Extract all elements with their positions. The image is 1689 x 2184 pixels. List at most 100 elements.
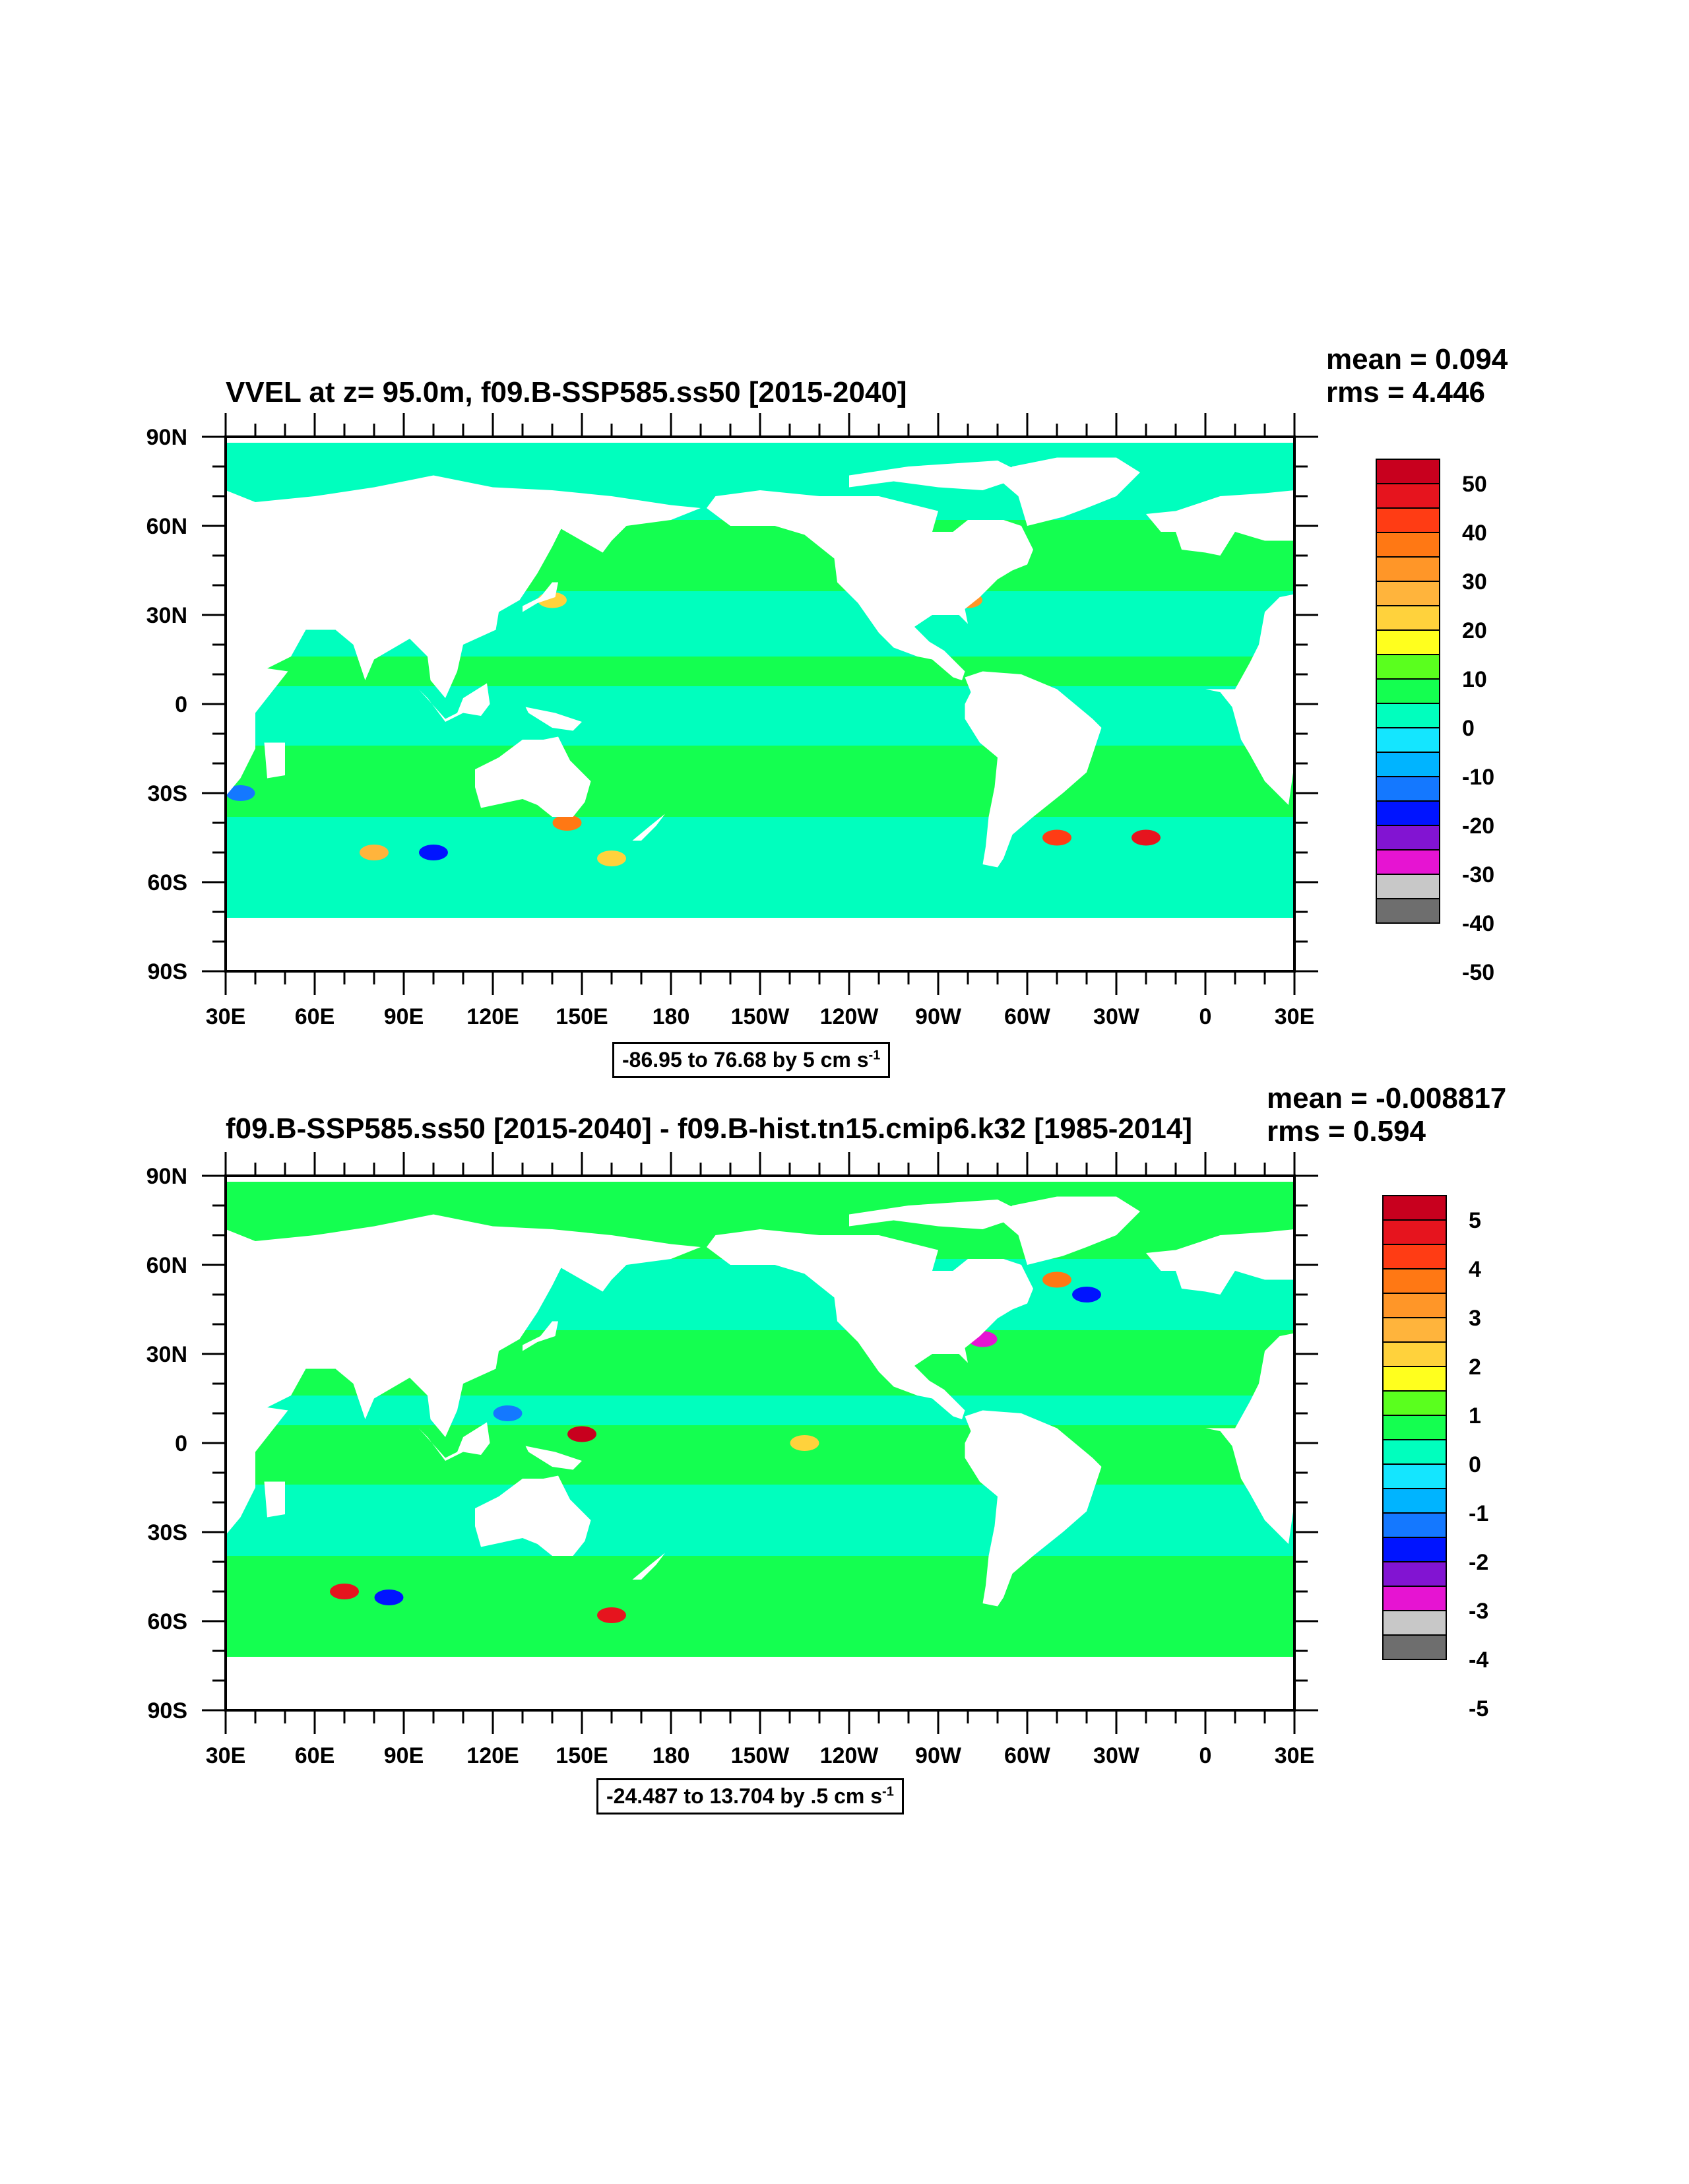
x-tick-label: 60W — [1004, 1743, 1051, 1768]
colorbar-swatch — [1382, 1244, 1447, 1269]
colorbar-swatch — [1376, 581, 1440, 606]
y-tick-label: 90N — [146, 425, 187, 450]
map-field-bottom — [226, 1182, 1294, 1710]
contour-info-text: -24.487 to 13.704 by .5 cm s — [606, 1784, 883, 1808]
x-tick-label: 60W — [1004, 1004, 1051, 1029]
colorbar-swatch — [1376, 825, 1440, 851]
y-tick-label: 60N — [146, 514, 187, 539]
colorbar-label: -20 — [1462, 814, 1494, 839]
land-eurasia-africa — [226, 475, 701, 796]
land-africa-west-tail — [1205, 1333, 1294, 1544]
current-patch — [597, 851, 626, 866]
land-australia — [475, 1475, 591, 1556]
land-n-america — [707, 490, 1033, 680]
land-eurasia-africa — [226, 1214, 701, 1535]
panel-bottom: 30E 60E 90E 120E 150E 180 150W 120W 90W 60W 30W 0 30… — [0, 1082, 1689, 1821]
ocean-band — [226, 1485, 1294, 1556]
colorbar-label: -2 — [1469, 1550, 1488, 1575]
contour-info-text: -86.95 to 76.68 by 5 cm s — [622, 1048, 869, 1072]
y-tick-label: 90N — [146, 1164, 187, 1189]
ocean-band — [226, 817, 1294, 918]
current-patch — [1131, 829, 1161, 846]
land-s-america — [965, 1410, 1102, 1607]
land-japan — [523, 1321, 558, 1351]
current-patch — [419, 845, 448, 860]
x-tick-label: 90E — [384, 1004, 424, 1029]
colorbar-swatch — [1382, 1488, 1447, 1514]
x-tick-label: 30E — [1275, 1004, 1315, 1029]
current-patch — [330, 1584, 359, 1599]
colorbar-swatch — [1382, 1390, 1447, 1416]
panel-title: f09.B-SSP585.ss50 [2015-2040] - f09.B-hi… — [226, 1112, 1192, 1145]
current-patch — [1042, 829, 1071, 846]
colorbar-label: 30 — [1462, 569, 1487, 594]
colorbar-swatch — [1376, 776, 1440, 802]
current-patch — [567, 1426, 596, 1442]
colorbar-swatch — [1376, 898, 1440, 924]
colorbar-swatch — [1376, 532, 1440, 558]
map-field-top — [226, 443, 1294, 971]
x-tick-label: 90W — [915, 1743, 962, 1768]
colorbar-label: 40 — [1462, 521, 1487, 546]
colorbar-swatch — [1382, 1512, 1447, 1538]
colorbar-label: -30 — [1462, 862, 1494, 887]
land-australia — [475, 736, 591, 817]
x-tick-label: 90E — [384, 1743, 424, 1768]
colorbar-label: 0 — [1469, 1452, 1481, 1477]
y-tick-label: 30S — [148, 781, 188, 806]
x-tick-label: 120W — [820, 1743, 879, 1768]
y-tick-label: 30N — [146, 603, 187, 628]
land-borneo-sum — [418, 683, 490, 722]
land-africa-west-tail — [1205, 594, 1294, 805]
colorbar-swatch — [1376, 483, 1440, 509]
colorbar-swatch — [1376, 605, 1440, 631]
colorbar-label: 20 — [1462, 618, 1487, 643]
colorbar-swatch — [1382, 1610, 1447, 1636]
colorbar-swatch — [1382, 1317, 1447, 1343]
x-tick-label: 0 — [1199, 1004, 1212, 1029]
land-greenland — [998, 1196, 1140, 1265]
colorbar-top: 50 40 30 20 10 0 -10 -20 -30 -40 -50 — [1376, 459, 1494, 985]
map-plot-bottom: 30E 60E 90E 120E 150E 180 150W 120W 90W 60W 30W 0 30… — [146, 1152, 1318, 1768]
contour-info-exponent: -1 — [882, 1784, 894, 1799]
colorbar-label: 0 — [1462, 716, 1475, 741]
x-tick-label: 0 — [1199, 1743, 1212, 1768]
colorbar-swatch — [1382, 1268, 1447, 1294]
y-tick-label: 30S — [148, 1520, 188, 1545]
colorbar-swatch — [1376, 727, 1440, 753]
land-antarctica — [226, 918, 1294, 971]
colorbar-bottom: 5 4 3 2 1 0 -1 -2 -3 -4 -5 — [1382, 1195, 1488, 1721]
contour-info-box: -86.95 to 76.68 by 5 cm s-1 — [612, 1042, 891, 1078]
y-tick-label: 60N — [146, 1253, 187, 1278]
map-axes-bottom: 30E 60E 90E 120E 150E 180 150W 120W 90W 60W 30W 0 30… — [146, 1152, 1318, 1768]
colorbar-label: 50 — [1462, 472, 1487, 497]
x-tick-label: 30E — [1275, 1743, 1315, 1768]
current-patch — [493, 1405, 523, 1421]
land-arctic-islands — [849, 1200, 1027, 1229]
land-new-guinea — [525, 707, 582, 731]
current-patch — [597, 1607, 626, 1623]
colorbar-swatch — [1382, 1463, 1447, 1489]
colorbar-swatch — [1376, 849, 1440, 875]
colorbar-swatch — [1382, 1439, 1447, 1465]
y-tick-label: 60S — [148, 1609, 188, 1634]
colorbar-label: 2 — [1469, 1355, 1481, 1380]
y-tick-label: 30N — [146, 1342, 187, 1367]
colorbar-label: -3 — [1469, 1599, 1488, 1624]
x-tick-label: 180 — [653, 1004, 690, 1029]
colorbar-label: -4 — [1469, 1648, 1488, 1673]
current-patch — [374, 1590, 404, 1605]
colorbar-label: 1 — [1469, 1403, 1481, 1429]
mean-value: mean = 0.094 — [1326, 343, 1508, 375]
x-tick-label: 30W — [1093, 1743, 1140, 1768]
current-patch — [360, 845, 389, 860]
colorbar-label: 4 — [1469, 1257, 1481, 1282]
colorbar-swatch — [1382, 1366, 1447, 1392]
colorbar-swatch — [1376, 507, 1440, 533]
y-tick-label: 0 — [175, 692, 187, 717]
colorbar-swatch — [1382, 1341, 1447, 1367]
x-tick-label: 150W — [731, 1743, 790, 1768]
x-tick-label: 120W — [820, 1004, 879, 1029]
y-tick-label: 90S — [148, 1698, 188, 1723]
panel-top: 30E 60E 90E 120E 150E 180 150W 120W 90W 60W 30W 0 30… — [0, 343, 1689, 1082]
